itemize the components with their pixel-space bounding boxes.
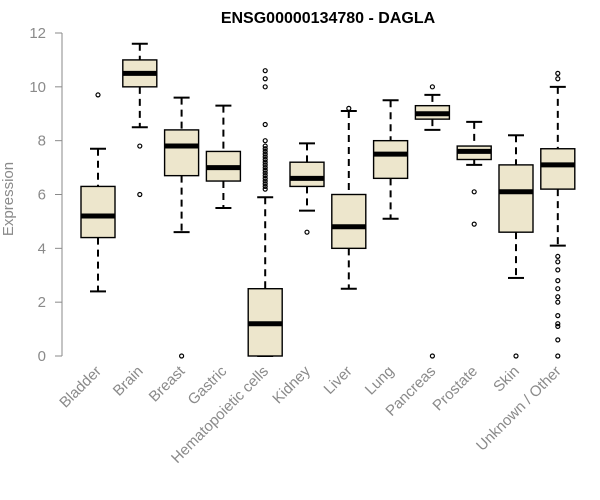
outlier-point <box>262 178 268 184</box>
box-prostate <box>456 120 492 227</box>
x-tick-label: Brain <box>110 363 147 400</box>
outlier-point <box>262 183 268 190</box>
outlier-point <box>137 143 143 149</box>
outlier-point <box>137 191 143 198</box>
outlier-point <box>555 267 561 273</box>
outlier-point <box>471 189 477 195</box>
box-iqr <box>331 193 367 250</box>
box-iqr <box>163 129 200 177</box>
outlier-point <box>555 323 561 329</box>
outlier-point <box>555 76 561 82</box>
outlier-point <box>513 353 519 359</box>
box-unknown-other <box>540 70 576 359</box>
outlier-point <box>555 313 561 319</box>
outlier-point <box>262 146 268 152</box>
outlier-point <box>429 353 435 359</box>
box-iqr <box>372 139 409 180</box>
outlier-point <box>262 76 268 82</box>
box-kidney <box>289 142 325 235</box>
outlier-point <box>262 156 268 163</box>
outlier-point <box>555 353 561 359</box>
outlier-point <box>262 148 268 155</box>
y-tick-label: 4 <box>38 240 46 257</box>
outlier-point <box>262 164 268 171</box>
box-gastric <box>205 104 242 209</box>
x-tick-label: Kidney <box>269 362 314 407</box>
outlier-point <box>555 278 561 284</box>
outlier-point <box>95 92 101 98</box>
outlier-point <box>555 294 561 300</box>
box-pancreas <box>414 84 451 359</box>
outlier-point <box>555 321 561 327</box>
outlier-point <box>262 154 268 160</box>
outlier-point <box>262 121 268 128</box>
box-bladder <box>80 92 116 293</box>
outlier-point <box>555 337 561 343</box>
outlier-point <box>555 70 561 76</box>
outlier-point <box>262 162 268 168</box>
x-tick-label: Skin <box>490 363 523 396</box>
y-axis-title: Expression <box>0 162 17 236</box>
box-iqr <box>498 164 534 233</box>
outlier-point <box>555 299 561 305</box>
box-hematopoietic-cells <box>247 68 283 357</box>
box-group <box>80 42 576 359</box>
outlier-point <box>555 286 561 292</box>
y-axis: 0 2 4 6 8 10 12 <box>29 25 63 365</box>
y-tick-label: 10 <box>29 79 46 96</box>
x-tick-label: Prostate <box>429 363 481 415</box>
box-iqr <box>540 148 576 190</box>
x-tick-label: Lung <box>362 363 398 399</box>
box-iqr <box>80 185 116 239</box>
box-lung <box>372 99 409 220</box>
outlier-point <box>262 151 268 157</box>
y-tick-label: 6 <box>38 187 46 204</box>
box-skin <box>498 134 534 359</box>
box-brain <box>122 42 158 198</box>
outlier-point <box>262 173 268 179</box>
box-iqr <box>289 161 325 188</box>
outlier-point <box>262 143 268 149</box>
y-tick-label: 8 <box>38 133 46 150</box>
outlier-point <box>555 253 561 260</box>
x-tick-label: Breast <box>146 362 189 405</box>
chart-title: ENSG00000134780 - DAGLA <box>221 10 436 27</box>
box-liver <box>331 105 367 290</box>
outlier-point <box>262 186 268 192</box>
outlier-point <box>471 221 477 227</box>
box-breast <box>163 96 200 359</box>
y-tick-label: 0 <box>38 348 46 365</box>
outlier-point <box>179 353 185 359</box>
x-tick-label: Bladder <box>56 363 105 412</box>
outlier-point <box>262 68 268 74</box>
outlier-point <box>304 229 310 235</box>
outlier-point <box>262 167 268 173</box>
outlier-point <box>262 159 268 165</box>
outlier-point <box>262 84 268 90</box>
x-tick-label: Liver <box>321 363 356 398</box>
outlier-point <box>555 259 561 265</box>
outlier-point <box>429 84 435 90</box>
y-tick-label: 12 <box>29 25 46 42</box>
y-tick-label: 2 <box>38 294 46 311</box>
outlier-point <box>262 170 268 176</box>
outlier-point <box>262 138 268 144</box>
outlier-point <box>262 181 268 187</box>
outlier-point <box>346 105 352 111</box>
outlier-point <box>262 175 268 181</box>
